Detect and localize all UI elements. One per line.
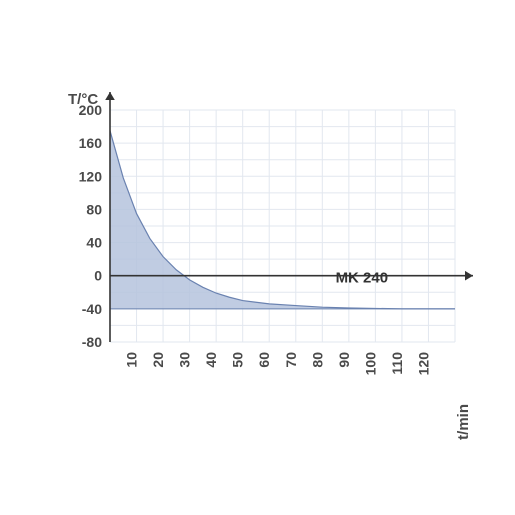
cooling-curve-chart: -80-400408012016020010203040506070809010… [0,0,515,515]
y-tick-label: -80 [82,334,102,350]
x-tick-label: 60 [256,352,272,368]
y-axis-arrow-icon [105,92,115,100]
x-tick-label: 120 [415,352,431,376]
x-axis-arrow-icon [465,271,473,281]
y-tick-label: 120 [79,168,103,184]
x-axis-title: t/min [455,404,472,440]
x-tick-label: 20 [150,352,166,368]
y-tick-label: 0 [94,268,102,284]
x-tick-label: 10 [124,352,140,368]
x-tick-label: 50 [230,352,246,368]
x-tick-label: 90 [336,352,352,368]
area-fill [110,131,455,309]
x-tick-label: 30 [177,352,193,368]
series-label: MK 240 [336,269,389,286]
chart-svg: -80-400408012016020010203040506070809010… [0,0,515,515]
x-tick-label: 110 [389,352,405,375]
y-tick-label: -40 [82,301,102,317]
y-axis-title: T/°C [68,91,98,108]
x-tick-label: 80 [309,352,325,368]
x-tick-label: 70 [283,352,299,368]
x-tick-label: 40 [203,352,219,368]
y-tick-label: 160 [79,135,103,151]
y-tick-label: 40 [86,235,102,251]
x-tick-label: 100 [362,352,378,376]
y-tick-label: 80 [86,201,102,217]
